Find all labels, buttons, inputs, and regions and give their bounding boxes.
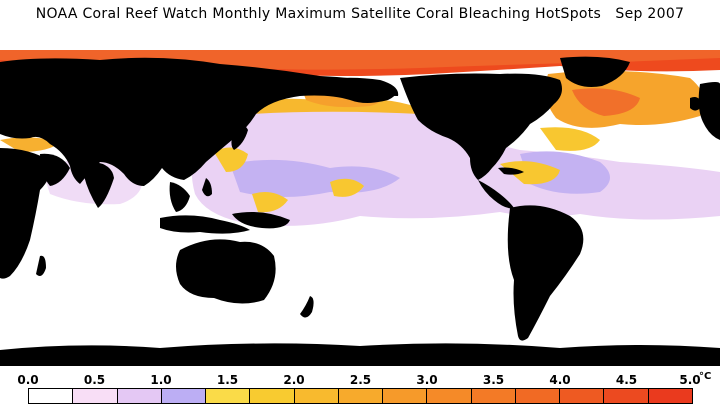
- landmasses: [0, 56, 720, 366]
- color-scale-bar: [28, 388, 693, 404]
- scale-tick-label: 3.5: [482, 373, 505, 387]
- eurasia: [0, 57, 397, 186]
- scale-swatch: [117, 389, 162, 403]
- scale-tick-label: 2.0: [283, 373, 305, 387]
- scale-tick-label: 4.5: [615, 373, 638, 387]
- japan: [231, 124, 248, 150]
- scale-tick-label: 1.5: [216, 373, 239, 387]
- antarctica: [0, 343, 720, 366]
- scale-swatch: [648, 389, 692, 403]
- africa: [0, 148, 52, 279]
- scale-tick-label: 1.0: [150, 373, 172, 387]
- scale-swatch: [471, 389, 516, 403]
- scale-swatch: [161, 389, 207, 403]
- scale-swatch: [427, 389, 472, 403]
- scale-swatch: [73, 389, 118, 403]
- scale-swatch: [560, 389, 605, 403]
- india: [84, 162, 114, 208]
- scale-swatch: [206, 389, 251, 403]
- indonesia: [160, 215, 250, 234]
- scale-tick-label: 4.0: [549, 373, 571, 387]
- scale-swatch: [250, 389, 295, 403]
- scale-swatch: [29, 389, 74, 403]
- scale-swatch: [515, 389, 561, 403]
- scale-tick-label: 5.0: [679, 373, 701, 387]
- scale-tick-label: 3.0: [416, 373, 438, 387]
- scale-swatch: [338, 389, 384, 403]
- scale-swatch: [383, 389, 428, 403]
- north-america: [400, 73, 562, 180]
- south-america: [507, 205, 584, 341]
- scale-tick-label: 0.0: [17, 373, 39, 387]
- world-map: [0, 44, 720, 366]
- map-title: NOAA Coral Reef Watch Monthly Maximum Sa…: [35, 6, 685, 22]
- scale-swatch: [604, 389, 649, 403]
- australia: [176, 239, 276, 304]
- scale-tick-label: 0.5: [83, 373, 106, 387]
- scale-tick-labels: 0.0 0.5 1.0 1.5 2.0 2.5 3.0 3.5 4.0 4.5 …: [0, 373, 720, 387]
- scale-tick-label: 2.5: [349, 373, 372, 387]
- scale-unit: °C: [699, 371, 712, 382]
- tropical-band: [191, 111, 720, 226]
- greenland: [560, 56, 630, 87]
- scale-swatch: [294, 389, 339, 403]
